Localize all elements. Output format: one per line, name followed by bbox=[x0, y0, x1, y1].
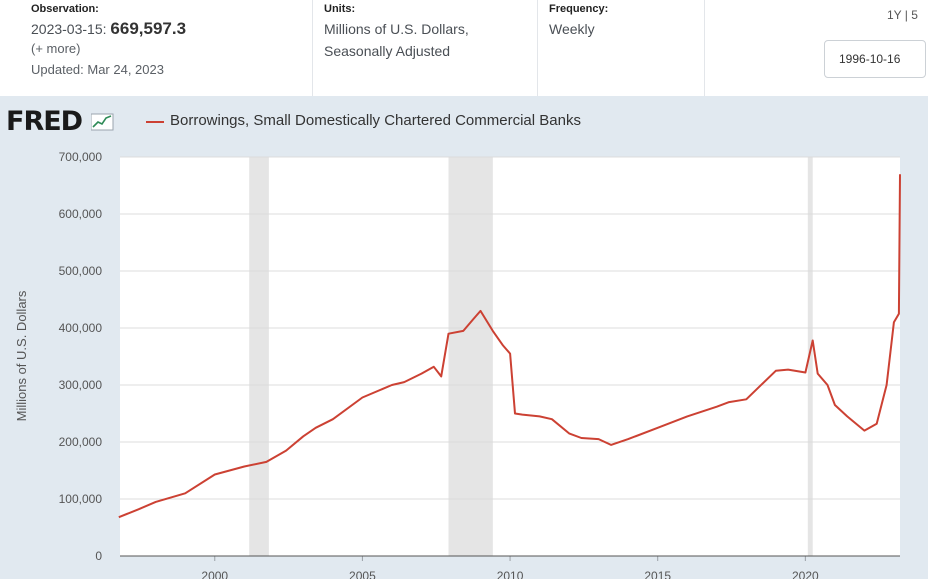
start-date-input[interactable]: 1996-10-16 bbox=[824, 40, 926, 78]
units-section: Units: Millions of U.S. Dollars, Seasona… bbox=[324, 0, 469, 96]
observation-label: Observation: bbox=[31, 3, 99, 15]
legend-swatch bbox=[146, 121, 164, 123]
observation-value: 669,597.3 bbox=[110, 19, 187, 38]
x-tick-label: 2015 bbox=[644, 569, 671, 579]
series-metadata: Observation: 2023-03-15: 669,597.3 (+ mo… bbox=[0, 0, 928, 96]
frequency-label: Frequency: bbox=[549, 3, 609, 15]
more-observations-link[interactable]: (+ more) bbox=[31, 41, 81, 56]
frequency-value: Weekly bbox=[549, 21, 595, 37]
recession-band bbox=[249, 157, 269, 556]
y-tick-label: 600,000 bbox=[59, 207, 103, 221]
frequency-section: Frequency: Weekly bbox=[549, 0, 608, 96]
y-tick-label: 700,000 bbox=[59, 150, 103, 164]
recession-band bbox=[807, 157, 813, 556]
units-line1: Millions of U.S. Dollars, bbox=[324, 21, 469, 37]
plot-group: 0 100,000 200,000 300,000 400,000 500,000 600,… bbox=[14, 150, 901, 579]
y-tick-label: 400,000 bbox=[59, 321, 103, 335]
divider bbox=[312, 0, 313, 96]
y-tick-label: 200,000 bbox=[59, 435, 103, 449]
units-line2: Seasonally Adjusted bbox=[324, 43, 451, 59]
x-tick-label: 2005 bbox=[349, 569, 376, 579]
x-tick-label: 2010 bbox=[497, 569, 524, 579]
y-tick-label: 500,000 bbox=[59, 264, 103, 278]
observation-section: Observation: 2023-03-15: 669,597.3 (+ mo… bbox=[31, 0, 186, 96]
x-tick-label: 2000 bbox=[201, 569, 228, 579]
x-tick-label: 2020 bbox=[792, 569, 819, 579]
chart-title[interactable]: Borrowings, Small Domestically Chartered… bbox=[170, 112, 581, 129]
fred-logo: FRED bbox=[6, 106, 115, 137]
series-line[interactable] bbox=[118, 174, 901, 519]
y-axis-label: Millions of U.S. Dollars bbox=[14, 290, 29, 421]
y-tick-label: 100,000 bbox=[59, 492, 103, 506]
recession-band bbox=[448, 157, 493, 556]
divider bbox=[704, 0, 705, 96]
fred-logo-text: FRED bbox=[6, 106, 83, 137]
observation-date: 2023-03-15: bbox=[31, 21, 107, 37]
updated-date: Updated: Mar 24, 2023 bbox=[31, 62, 164, 77]
units-label: Units: bbox=[324, 3, 356, 15]
range-buttons[interactable]: 1Y | 5 bbox=[887, 8, 918, 22]
chart-trend-icon bbox=[90, 113, 113, 131]
y-tick-label: 0 bbox=[95, 549, 102, 563]
y-tick-label: 300,000 bbox=[59, 378, 103, 392]
divider bbox=[537, 0, 538, 96]
